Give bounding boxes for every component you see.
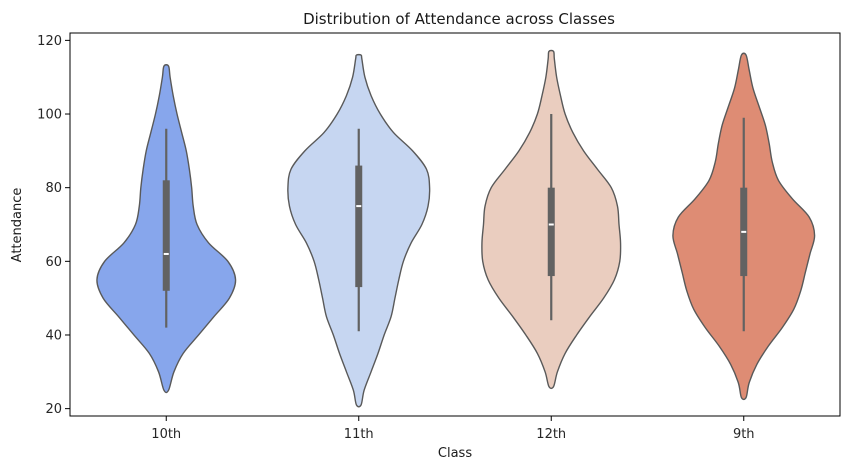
x-axis: 10th 11th 12th 9th	[151, 416, 755, 442]
x-tick-label-12th: 12th	[536, 427, 566, 442]
violin-iqr-box-12th	[547, 187, 555, 277]
y-axis-label: Attendance	[10, 188, 25, 263]
y-axis: 20 40 60 80 100 120	[37, 34, 70, 417]
violin-9th	[672, 52, 816, 401]
y-tick-label-120: 120	[37, 34, 62, 49]
chart-title: Distribution of Attendance across Classe…	[303, 10, 615, 28]
violin-iqr-box-10th	[162, 180, 170, 291]
x-tick-label-9th: 9th	[733, 427, 755, 442]
violin-11th	[287, 53, 431, 408]
y-tick-label-20: 20	[45, 402, 62, 417]
x-axis-label: Class	[438, 446, 472, 461]
y-tick-label-40: 40	[45, 328, 62, 343]
x-tick-label-10th: 10th	[151, 427, 181, 442]
plot-area	[96, 49, 816, 408]
y-tick-label-80: 80	[45, 181, 62, 196]
violin-12th	[481, 49, 622, 390]
y-tick-label-60: 60	[45, 255, 62, 270]
plot-frame	[69, 32, 841, 417]
x-tick-label-11th: 11th	[344, 427, 374, 442]
violin-10th	[96, 64, 237, 394]
violin-iqr-box-11th	[355, 165, 363, 288]
y-tick-label-100: 100	[37, 108, 62, 123]
